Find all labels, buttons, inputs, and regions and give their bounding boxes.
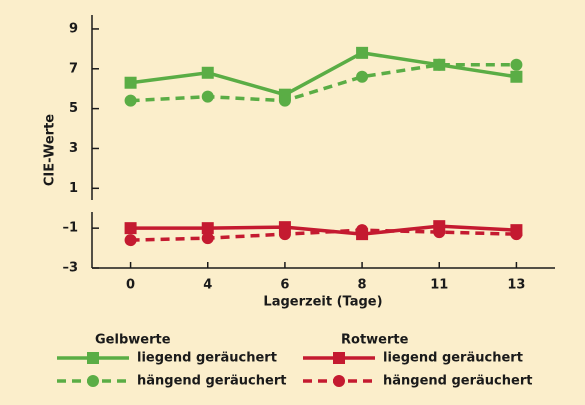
marker	[124, 234, 137, 247]
marker	[278, 228, 291, 241]
marker	[356, 70, 369, 83]
marker	[433, 58, 446, 71]
marker	[278, 94, 291, 107]
legend-label: hängend geräuchert	[383, 374, 532, 389]
marker	[124, 76, 137, 89]
marker	[333, 352, 345, 364]
x-tick-label: 0	[126, 278, 135, 293]
x-tick-label: 13	[507, 278, 525, 293]
y-tick-label: 7	[69, 61, 78, 76]
x-tick-label: 6	[280, 278, 289, 293]
marker	[124, 222, 137, 235]
marker	[87, 375, 99, 387]
legend-label: liegend geräuchert	[137, 351, 277, 366]
legend-label: liegend geräuchert	[383, 351, 523, 366]
series-line	[130, 63, 517, 103]
series-line	[130, 228, 517, 242]
x-axis-title: Lagerzeit (Tage)	[263, 295, 382, 310]
x-tick-label: 4	[203, 278, 212, 293]
y-axis-title: CIE-Werte	[43, 114, 58, 186]
legend-title: Gelbwerte	[95, 333, 171, 348]
marker	[201, 232, 214, 245]
marker	[356, 46, 369, 59]
y-tick-label: 5	[69, 101, 78, 116]
marker	[433, 226, 446, 239]
marker	[201, 66, 214, 79]
marker	[201, 222, 214, 235]
y-tick-label: 3	[69, 141, 78, 156]
series-line	[130, 51, 517, 97]
marker	[124, 94, 137, 107]
y-tick-label: 1	[69, 181, 78, 196]
y-tick-label: 9	[69, 21, 78, 36]
y-tick-label: –3	[62, 261, 78, 276]
marker	[87, 352, 99, 364]
marker	[333, 375, 345, 387]
x-tick-label: 8	[358, 278, 367, 293]
x-tick-label: 11	[430, 278, 448, 293]
marker	[510, 228, 523, 241]
marker	[356, 224, 369, 237]
y-tick-label: –1	[62, 221, 78, 236]
marker	[201, 90, 214, 103]
marker	[510, 70, 523, 83]
legend-label: hängend geräuchert	[137, 374, 286, 389]
marker	[510, 58, 523, 71]
series-line	[130, 224, 517, 236]
legend-title: Rotwerte	[341, 333, 409, 348]
